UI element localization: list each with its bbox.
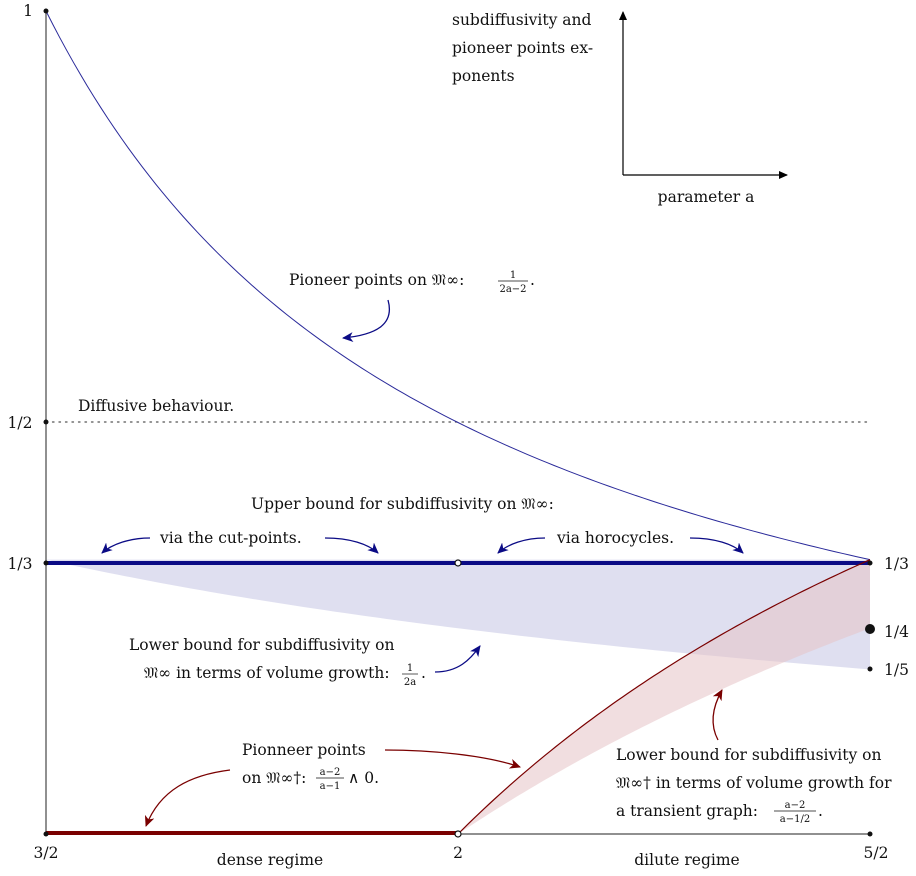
lower-red-line2: 𝔐∞† in terms of volume growth for	[616, 774, 892, 792]
lower-red-line3: a transient graph:	[616, 802, 758, 820]
x-tick-five-halves: 5/2	[864, 844, 889, 862]
point-third-right	[867, 560, 873, 566]
lower-red-frac-num: a−2	[785, 800, 806, 811]
lower-red-tail: .	[818, 802, 823, 820]
point-five-halves	[867, 831, 873, 837]
diffusive-label: Diffusive behaviour.	[78, 397, 234, 415]
lower-red-arrow	[712, 689, 723, 741]
pioneer-frac-num: 1	[510, 270, 516, 281]
x-tick-two: 2	[453, 844, 463, 862]
y-tick-half: 1/2	[8, 414, 33, 432]
point-fifth	[867, 666, 873, 672]
lower-blue-frac-num: 1	[407, 663, 413, 674]
y-tick-third-right: 1/3	[884, 555, 909, 573]
pioneer-arrow	[342, 299, 391, 343]
lower-bound-blue-band	[46, 559, 870, 670]
pionneer-arrow-left	[144, 769, 231, 827]
point-third-left	[43, 560, 49, 566]
point-1	[43, 8, 49, 14]
y-tick-quarter: 1/4	[884, 623, 909, 641]
pionneer-frac-num: a−2	[320, 767, 341, 778]
y-tick-fifth: 1/5	[884, 661, 909, 679]
y-tick-1: 1	[23, 2, 33, 20]
lower-blue-line2: 𝔐∞ in terms of volume growth:	[144, 664, 390, 682]
inset-ylabel-line3: ponents	[452, 67, 515, 85]
pioneer-tail: .	[530, 271, 535, 289]
point-two-upper	[454, 559, 462, 567]
regime-dense: dense regime	[217, 851, 323, 869]
point-half	[43, 419, 49, 425]
pionneer-line1: Pionneer points	[242, 741, 366, 759]
lower-blue-frac-den: 2a	[404, 677, 416, 688]
lower-blue-arrow	[434, 645, 481, 673]
arrow-cut-left	[101, 537, 151, 554]
point-two-lower	[454, 830, 462, 838]
pioneer-label: Pioneer points on 𝔐∞:	[289, 271, 464, 289]
arrow-horo-left	[497, 537, 546, 554]
upper-bound-label: Upper bound for subdiffusivity on 𝔐∞:	[251, 495, 554, 513]
pionneer-frac-den: a−1	[320, 781, 341, 792]
inset-xlabel: parameter a	[658, 188, 755, 206]
via-horocycles-label: via horocycles.	[556, 529, 674, 547]
point-quarter	[865, 624, 875, 634]
regime-dilute: dilute regime	[634, 851, 739, 869]
lower-blue-line1: Lower bound for subdiffusivity on	[129, 636, 394, 654]
arrow-horo-right	[689, 537, 744, 554]
pionneer-points-transient-curve	[457, 559, 871, 835]
x-tick-three-halves: 3/2	[34, 844, 59, 862]
lower-bound-red-band	[458, 559, 870, 834]
pionneer-tail: ∧ 0.	[348, 769, 379, 787]
pionneer-line2: on 𝔐∞†:	[242, 769, 306, 787]
axis-points	[43, 8, 875, 837]
lower-red-frac-den: a−1/2	[780, 814, 810, 825]
pionneer-arrow-right	[384, 749, 521, 769]
arrow-cut-right	[324, 537, 379, 554]
via-cut-points-label: via the cut-points.	[159, 529, 302, 547]
y-tick-third-left: 1/3	[8, 555, 33, 573]
lower-red-line1: Lower bound for subdiffusivity on	[616, 746, 881, 764]
inset-ylabel-line2: pioneer points ex-	[452, 39, 593, 57]
point-origin	[43, 831, 49, 837]
pioneer-frac-den: 2a−2	[499, 284, 526, 295]
lower-blue-tail: .	[421, 664, 426, 682]
inset-ylabel-line1: subdiffusivity and	[452, 11, 591, 29]
pioneer-points-curve	[45, 10, 871, 561]
